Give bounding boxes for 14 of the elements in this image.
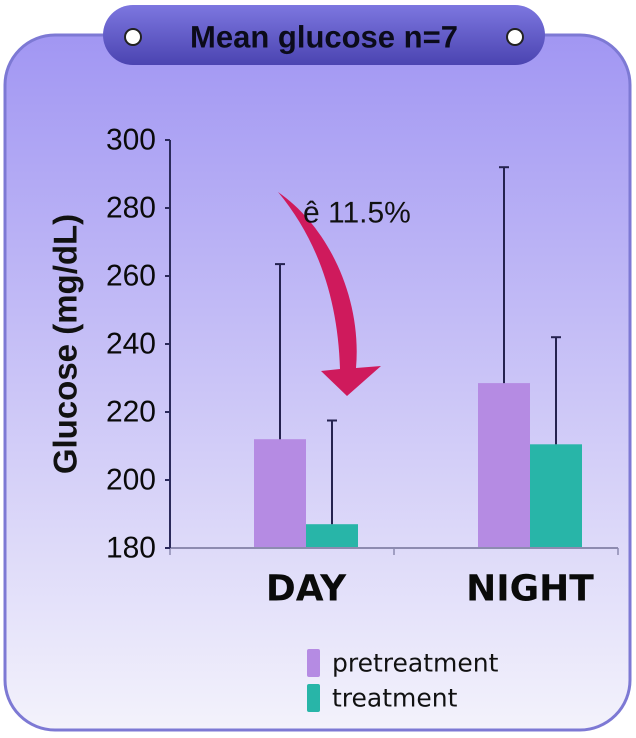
y-tick-label: 300 [106,124,156,156]
x-tick-label: NIGHT [466,568,594,610]
y-tick-label: 200 [106,464,156,496]
y-tick-label: 220 [106,396,156,428]
y-tick-label: 280 [106,192,156,224]
annotation: ê 11.5% [303,196,411,230]
x-tick-label: DAY [266,568,348,610]
chart-title: Mean glucose n=7 [190,20,458,54]
y-tick-label: 180 [106,532,156,564]
legend-label: treatment [332,684,458,712]
y-axis-title: Glucose (mg/dL) [46,214,84,474]
legend-label: pretreatment [332,648,499,678]
y-tick-label: 260 [106,260,156,292]
y-tick-label: 240 [106,328,156,360]
